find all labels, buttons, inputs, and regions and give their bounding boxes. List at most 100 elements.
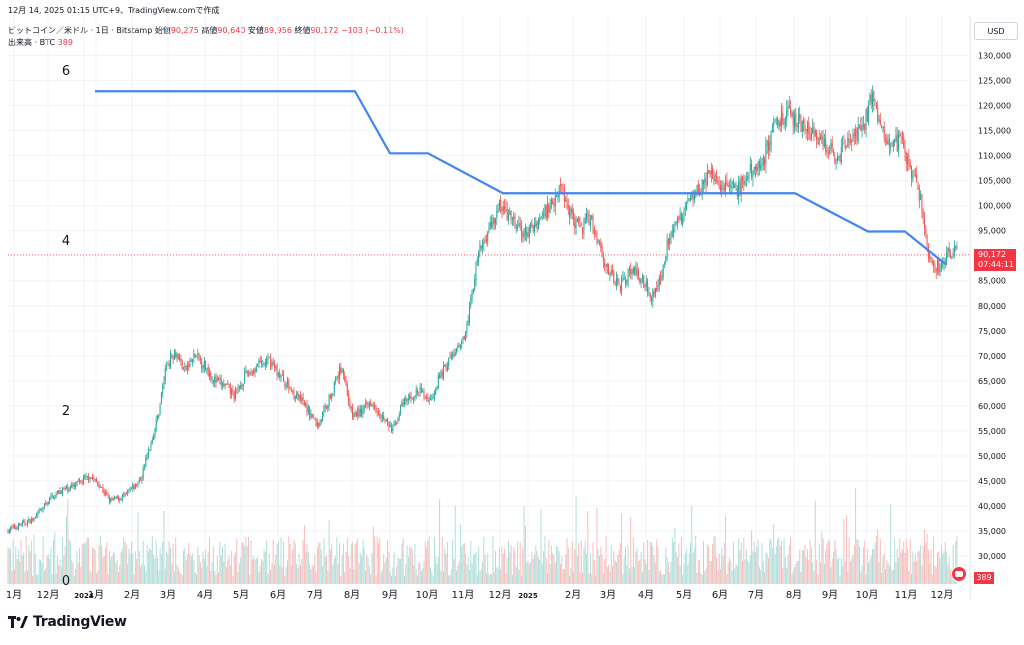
candle-body bbox=[340, 367, 342, 374]
candle-body bbox=[427, 397, 429, 401]
volume-bar bbox=[731, 570, 733, 584]
candle-body bbox=[579, 223, 581, 226]
volume-bar bbox=[469, 569, 470, 584]
volume-bar bbox=[896, 549, 898, 584]
us-flag-icon[interactable] bbox=[951, 566, 967, 582]
volume-bar bbox=[146, 545, 148, 584]
candle-body bbox=[242, 383, 244, 387]
volume-bar bbox=[151, 536, 153, 584]
volume-bar bbox=[618, 550, 620, 584]
volume-bar bbox=[443, 571, 444, 584]
volume-bar bbox=[569, 575, 571, 584]
candle-body bbox=[45, 503, 47, 504]
volume-bar bbox=[444, 548, 446, 584]
volume-bar bbox=[506, 557, 508, 584]
volume-bar bbox=[196, 574, 197, 584]
volume-bar bbox=[827, 540, 829, 584]
candle-body bbox=[678, 217, 680, 220]
candle-body bbox=[532, 224, 534, 232]
candle-body bbox=[513, 216, 515, 219]
candle-body bbox=[129, 489, 131, 491]
candle-body bbox=[116, 496, 118, 499]
candle-body bbox=[606, 263, 608, 267]
volume-bar bbox=[380, 572, 382, 584]
volume-bar bbox=[318, 542, 320, 584]
volume-bar bbox=[950, 570, 951, 584]
candle-body bbox=[938, 258, 940, 273]
candle-body bbox=[384, 418, 386, 421]
candle-body bbox=[522, 233, 524, 237]
candle-body bbox=[882, 126, 884, 128]
volume-bar bbox=[612, 566, 613, 584]
currency-button[interactable]: USD bbox=[974, 22, 1018, 40]
candle-body bbox=[184, 365, 186, 368]
volume-bar bbox=[570, 567, 572, 584]
candle-body bbox=[774, 119, 776, 121]
volume-bar bbox=[190, 556, 192, 584]
volume-bar bbox=[875, 536, 877, 584]
candle-body bbox=[231, 389, 233, 395]
candle-body bbox=[194, 353, 196, 358]
candle-body bbox=[508, 214, 509, 220]
candle-body bbox=[652, 291, 654, 302]
volume-bar bbox=[86, 537, 88, 584]
volume-bar bbox=[47, 554, 49, 584]
volume-bar bbox=[415, 569, 417, 584]
candle-body bbox=[47, 501, 49, 505]
candle-body bbox=[771, 124, 773, 133]
candle-body bbox=[791, 113, 793, 116]
volume-bar bbox=[921, 565, 923, 584]
volume-bar bbox=[608, 564, 610, 584]
candle-body bbox=[102, 486, 104, 493]
candle-body bbox=[207, 366, 209, 376]
candle-body bbox=[484, 239, 486, 242]
candle-body bbox=[820, 137, 821, 140]
volume-bar bbox=[667, 562, 669, 584]
candle-body bbox=[693, 194, 695, 201]
open-label: 始値 bbox=[154, 26, 171, 35]
candle-body bbox=[38, 510, 40, 512]
volume-bar bbox=[41, 562, 43, 584]
candle-body bbox=[645, 280, 647, 287]
volume-bar bbox=[901, 549, 903, 584]
volume-bar bbox=[244, 546, 246, 584]
candle-body bbox=[454, 351, 456, 356]
last-price-label: 90,172 07:44:11 bbox=[974, 249, 1016, 271]
candle-body bbox=[766, 140, 768, 146]
candle-body bbox=[171, 354, 173, 358]
price-axis: 30,00035,00040,00045,00050,00055,00060,0… bbox=[978, 52, 1011, 562]
time-axis-tick: 10月 bbox=[416, 589, 439, 601]
volume-bar bbox=[176, 564, 178, 584]
candle-body bbox=[249, 372, 251, 375]
candle-body bbox=[920, 195, 922, 201]
volume-bar bbox=[259, 565, 261, 584]
candle-body bbox=[97, 482, 99, 485]
volume-bar bbox=[814, 500, 816, 584]
candle-body bbox=[141, 476, 143, 481]
volume-bar bbox=[851, 558, 853, 584]
candle-body bbox=[879, 119, 881, 126]
volume-bar bbox=[198, 554, 200, 584]
volume-bar bbox=[665, 547, 667, 584]
candle-body bbox=[712, 167, 714, 179]
volume-bar bbox=[834, 540, 836, 584]
candle-body bbox=[469, 305, 470, 322]
tradingview-logo[interactable]: TradingView bbox=[8, 614, 127, 630]
symbol-name: ビットコイン／米ドル · 1日 · Bitstamp bbox=[8, 26, 153, 35]
candle-body bbox=[649, 292, 651, 298]
volume-bar bbox=[669, 571, 671, 584]
volume-bar bbox=[305, 552, 307, 584]
volume-bar bbox=[573, 571, 574, 584]
volume-bar bbox=[479, 571, 481, 584]
volume-bar bbox=[710, 560, 712, 584]
volume-bar bbox=[830, 567, 832, 584]
volume-bar bbox=[296, 564, 298, 584]
candle-body bbox=[511, 218, 513, 220]
candle-body bbox=[76, 481, 78, 486]
volume-bar bbox=[840, 558, 842, 584]
candle-body bbox=[198, 354, 200, 359]
candle-body bbox=[271, 362, 273, 369]
volume-bar bbox=[202, 551, 204, 584]
